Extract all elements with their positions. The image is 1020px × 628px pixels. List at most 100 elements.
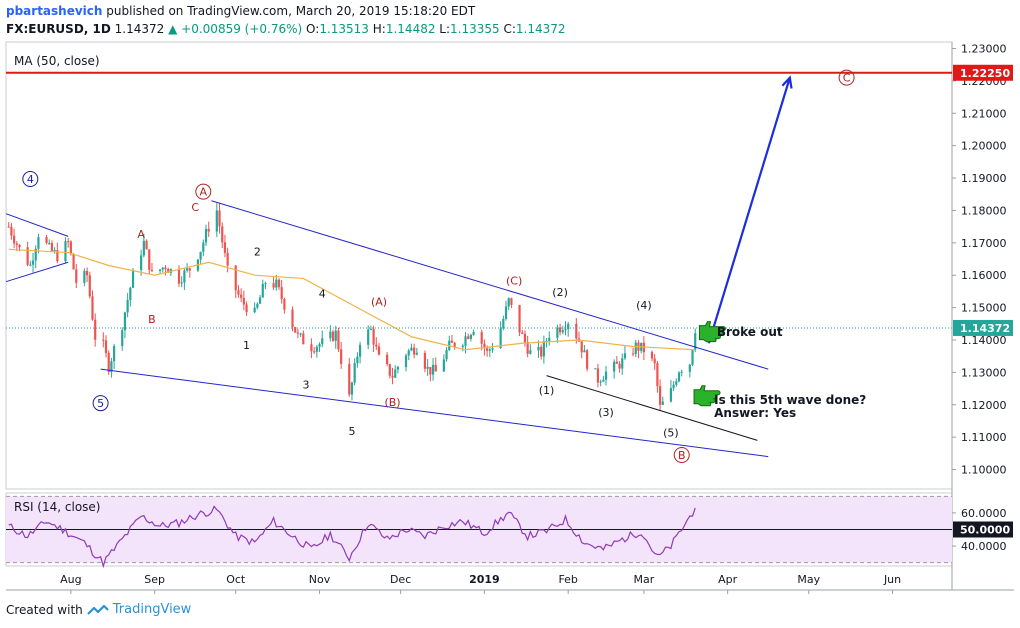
low-label: L: xyxy=(439,22,451,36)
wave-label: (2) xyxy=(552,286,568,299)
price-tick-label: 1.15000 xyxy=(961,302,1007,315)
candle-body xyxy=(653,358,656,364)
time-label: May xyxy=(797,573,820,586)
candle-body xyxy=(613,361,616,372)
candle-body xyxy=(407,350,410,356)
candle-body xyxy=(180,282,183,284)
pointing-hand-icon xyxy=(693,385,721,407)
candle-body xyxy=(367,329,370,345)
chart-canvas[interactable]: 1.230001.220001.210001.200001.190001.180… xyxy=(0,0,1020,600)
candle-body xyxy=(391,375,394,378)
wave-label: (A) xyxy=(371,295,387,308)
candle-body xyxy=(226,252,229,266)
candle-body xyxy=(315,346,318,352)
open-label: O: xyxy=(306,22,320,36)
price-tick-label: 1.14000 xyxy=(961,334,1007,347)
candle-body xyxy=(83,270,86,283)
candle-body xyxy=(450,340,454,343)
candle-body xyxy=(223,242,227,253)
candle-body xyxy=(348,363,351,395)
wave-circle xyxy=(92,395,109,412)
wave-label: (4) xyxy=(636,299,652,312)
wave-label: B xyxy=(148,313,156,326)
candle-body xyxy=(596,368,600,383)
candle-body xyxy=(650,352,654,359)
candle-body xyxy=(13,235,16,244)
candle-body xyxy=(461,345,464,348)
candle-body xyxy=(445,349,448,360)
price-tick-label: 1.12000 xyxy=(961,399,1007,412)
candle-body xyxy=(123,312,127,331)
candle-body xyxy=(161,267,164,270)
candle-body xyxy=(504,306,508,319)
candle-body xyxy=(580,341,583,353)
price-tick-label: 1.13000 xyxy=(961,366,1007,379)
candle-body xyxy=(672,384,675,389)
candle-body xyxy=(602,379,605,382)
candle-body xyxy=(37,237,40,249)
candle-body xyxy=(386,354,389,365)
candle-body xyxy=(615,361,618,364)
candle-body xyxy=(102,339,105,341)
wave-label: (B) xyxy=(384,396,400,409)
rsi-label: RSI (14, close) xyxy=(14,500,100,514)
time-label: Nov xyxy=(309,573,331,586)
tradingview-brand[interactable]: TradingView xyxy=(112,602,192,617)
high-label: H: xyxy=(372,22,386,36)
candle-body xyxy=(680,371,683,373)
ohlc-high: H:1.14482 xyxy=(373,22,436,36)
wave-circle xyxy=(22,171,39,188)
rsi-midline-label: 50.0000 xyxy=(960,524,1010,537)
candle-body xyxy=(283,298,286,310)
candle-body xyxy=(34,248,37,261)
rsi-line xyxy=(8,505,696,569)
candle-body xyxy=(164,267,167,269)
last-price-label: 1.14372 xyxy=(960,322,1010,335)
candle-body xyxy=(245,304,248,313)
candle-body xyxy=(88,275,91,297)
time-label: Mar xyxy=(633,573,654,586)
candle-body xyxy=(488,349,491,351)
candle-body xyxy=(529,350,532,354)
candle-body xyxy=(177,269,181,284)
candle-body xyxy=(558,327,562,333)
author-link[interactable]: pbartashevich xyxy=(6,4,103,18)
candle-body xyxy=(29,264,32,266)
price-tick-label: 1.21000 xyxy=(961,107,1007,120)
candle-body xyxy=(556,327,559,338)
candle-body xyxy=(434,364,437,372)
candle-body xyxy=(310,344,313,352)
symbol-info: FX:EURUSD, 1D 1.14372 ▲ +0.00859 (+0.76%… xyxy=(6,22,566,36)
resistance-price-tag xyxy=(953,64,1013,81)
candle-body xyxy=(48,243,51,245)
wave-label: 5 xyxy=(348,425,355,438)
price-tick-label: 1.16000 xyxy=(961,269,1007,282)
candle-body xyxy=(215,210,218,232)
candle-body xyxy=(218,210,221,227)
candle-body xyxy=(121,330,124,346)
wave-label: (1) xyxy=(539,384,555,397)
open-value: 1.13513 xyxy=(319,22,369,36)
candle-body xyxy=(145,240,148,250)
candle-body xyxy=(429,366,432,375)
candle-body xyxy=(318,344,321,347)
candle-body xyxy=(472,332,475,335)
candle-body xyxy=(467,336,470,339)
candle-body xyxy=(669,388,673,402)
candle-body xyxy=(188,268,191,271)
candle-body xyxy=(369,328,372,330)
candle-body xyxy=(623,353,627,359)
candle-body xyxy=(107,352,110,373)
candle-body xyxy=(491,348,494,350)
arrow-head-icon xyxy=(781,75,793,89)
candle-body xyxy=(523,333,527,343)
candle-body xyxy=(548,337,551,342)
candle-body xyxy=(202,242,205,252)
candle-body xyxy=(658,386,662,405)
candle-body xyxy=(221,226,224,243)
candle-body xyxy=(113,345,116,362)
candle-body xyxy=(353,363,356,383)
candle-body xyxy=(618,363,621,369)
wave-label: 1 xyxy=(243,339,250,352)
candle-body xyxy=(621,358,624,369)
